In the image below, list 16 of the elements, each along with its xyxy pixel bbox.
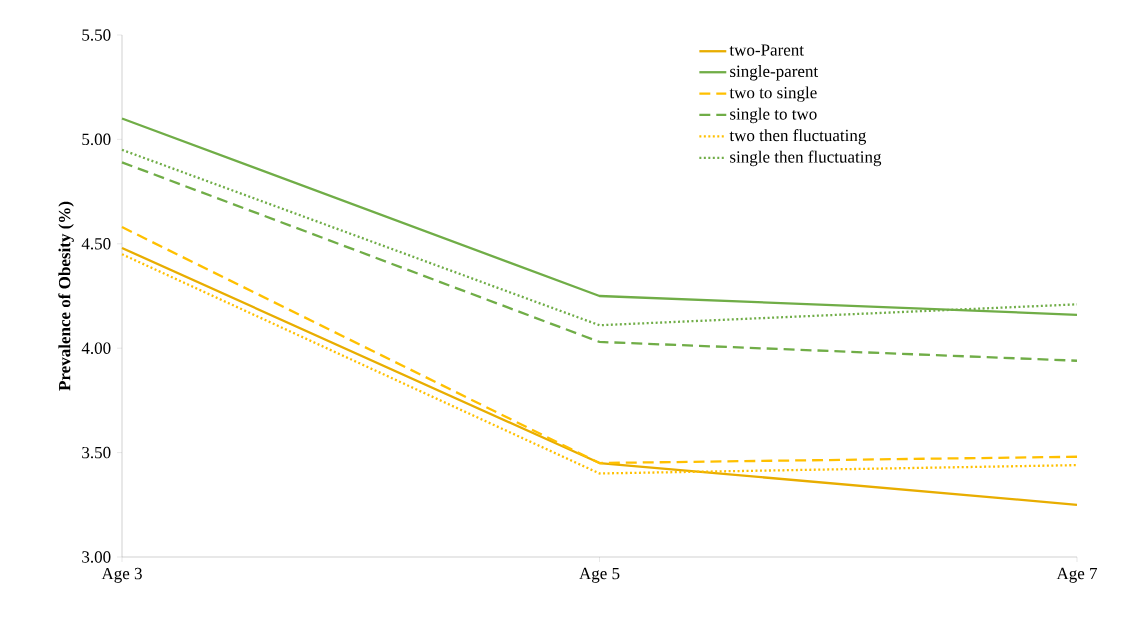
x-tick-label: Age 7 xyxy=(1056,567,1098,583)
y-tick-label: 4.50 xyxy=(81,238,111,250)
y-tick-label: 3.50 xyxy=(82,446,111,459)
x-tick-label: Age 5 xyxy=(579,567,620,583)
legend-label: single then fluctuating xyxy=(730,150,882,167)
y-tick-label: 3.00 xyxy=(82,551,111,563)
legend-label: two to single xyxy=(729,86,817,102)
x-tick-label: Age 3 xyxy=(101,567,142,583)
y-tick-label: 5.50 xyxy=(82,29,111,41)
y-axis-title: Prevalence of Obesity (%) xyxy=(58,201,74,391)
y-tick-label: 5.00 xyxy=(82,133,111,146)
legend-label: two-Parent xyxy=(729,44,804,56)
y-tick-label: 4.00 xyxy=(81,342,111,354)
legend-label: single to two xyxy=(730,107,817,124)
legend-label: two then fluctuating xyxy=(729,129,867,145)
legend-label: single-parent xyxy=(730,65,819,81)
